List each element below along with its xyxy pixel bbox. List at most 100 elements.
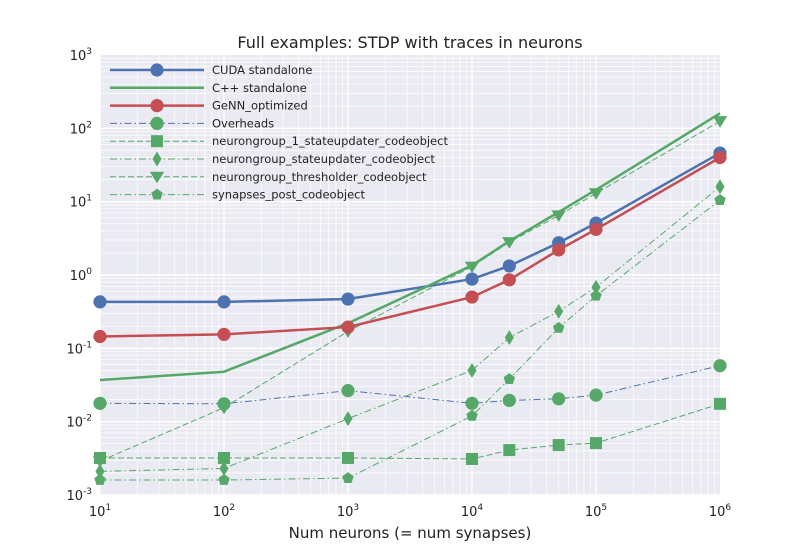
- data-point: [590, 289, 602, 301]
- legend-label: neurongroup_stateupdater_codeobject: [212, 152, 435, 166]
- data-point: [554, 303, 564, 319]
- data-point: [465, 396, 479, 410]
- series-neurongroup-stateupdater-codeobject: [95, 179, 725, 479]
- x-tick-label: 103: [337, 503, 359, 520]
- data-point: [589, 388, 603, 402]
- legend-entry: GeNN_optimized: [110, 99, 308, 113]
- y-tick-label: 10-1: [66, 340, 92, 357]
- series-layer: [92, 112, 728, 485]
- series-c-standalone: [99, 112, 721, 382]
- data-point: [341, 384, 355, 398]
- data-point: [466, 452, 478, 465]
- legend-entry: neurongroup_1_stateupdater_codeobject: [110, 134, 448, 148]
- series-overheads: [93, 359, 727, 411]
- x-tick-label: 106: [709, 503, 732, 520]
- legend-label: Overheads: [212, 116, 274, 130]
- data-point: [151, 188, 163, 200]
- x-tick-label: 101: [89, 503, 111, 520]
- data-point: [151, 135, 163, 148]
- data-point: [152, 151, 162, 167]
- y-tick-label: 100: [70, 267, 93, 284]
- series-genn-optimized: [93, 150, 727, 344]
- data-point: [552, 321, 565, 333]
- data-point: [502, 393, 516, 407]
- y-tick-label: 10-2: [66, 414, 92, 431]
- data-point: [502, 259, 516, 273]
- y-tick-label: 10-3: [66, 487, 92, 504]
- data-point: [504, 330, 514, 346]
- data-point: [341, 320, 355, 334]
- legend-entry: synapses_post_codeobject: [110, 188, 365, 202]
- series-neurongroup-1-stateupdater-codeobject: [94, 397, 726, 465]
- data-point: [95, 463, 105, 479]
- data-point: [467, 362, 477, 378]
- data-point: [714, 397, 726, 410]
- series-line: [100, 199, 721, 481]
- data-point: [712, 116, 728, 128]
- x-axis-label: Num neurons (= num synapses): [289, 524, 532, 542]
- data-point: [465, 290, 479, 304]
- data-point: [150, 116, 164, 130]
- legend-label: synapses_post_codeobject: [212, 188, 365, 202]
- data-point: [589, 222, 603, 236]
- data-point: [714, 194, 726, 205]
- data-point: [149, 171, 165, 184]
- series-line: [99, 156, 721, 338]
- data-point: [150, 99, 164, 113]
- data-point: [341, 292, 355, 306]
- legend-entry: neurongroup_thresholder_codeobject: [110, 170, 427, 184]
- data-point: [216, 402, 232, 415]
- data-point: [590, 437, 602, 450]
- series-synapses-post-codeobject: [94, 194, 726, 485]
- legend-label: GeNN_optimized: [212, 99, 308, 113]
- data-point: [465, 272, 479, 286]
- data-point: [217, 327, 231, 341]
- y-tick-label: 101: [70, 194, 92, 211]
- data-point: [94, 474, 106, 485]
- series-line: [99, 186, 721, 472]
- grid: [99, 55, 720, 496]
- chart-title: Full examples: STDP with traces in neuro…: [237, 33, 582, 52]
- data-point: [342, 451, 354, 464]
- legend-label: neurongroup_thresholder_codeobject: [212, 170, 427, 184]
- data-point: [342, 472, 354, 483]
- series-line: [99, 112, 721, 382]
- data-point: [552, 439, 565, 452]
- data-point: [217, 295, 231, 309]
- data-point: [93, 295, 107, 309]
- data-point: [552, 392, 566, 406]
- data-point: [503, 444, 516, 457]
- legend-entry: CUDA standalone: [110, 63, 312, 77]
- data-point: [502, 273, 516, 287]
- data-point: [552, 243, 566, 257]
- data-point: [713, 150, 727, 165]
- y-tick-label: 103: [70, 47, 92, 64]
- legend: CUDA standalone C++ standalone GeNN_optimi…: [110, 63, 448, 202]
- y-tick-label: 102: [70, 120, 92, 137]
- data-point: [93, 396, 107, 410]
- data-point: [713, 359, 727, 373]
- x-tick-label: 104: [461, 503, 484, 520]
- ticks-layer: 101 102 103 104 105 106 10-3 10-2 10-1 100 101 102 1…: [66, 47, 731, 520]
- x-tick-label: 105: [585, 503, 607, 520]
- data-point: [93, 329, 107, 344]
- data-point: [218, 451, 230, 464]
- data-point: [466, 409, 478, 421]
- data-point: [150, 63, 164, 77]
- data-point: [219, 461, 229, 476]
- data-point: [343, 411, 353, 427]
- x-tick-label: 102: [213, 503, 235, 520]
- legend-label: neurongroup_1_stateupdater_codeobject: [212, 134, 448, 148]
- series-line: [99, 365, 721, 405]
- data-point: [92, 456, 108, 468]
- legend-entry: Overheads: [110, 116, 274, 130]
- data-point: [591, 279, 601, 295]
- data-point: [503, 373, 516, 385]
- data-point: [715, 179, 725, 195]
- legend-label: C++ standalone: [212, 81, 307, 95]
- series-line: [100, 151, 721, 304]
- legend-label: CUDA standalone: [212, 63, 312, 77]
- series-line: [100, 403, 721, 460]
- legend-entry: C++ standalone: [110, 81, 307, 95]
